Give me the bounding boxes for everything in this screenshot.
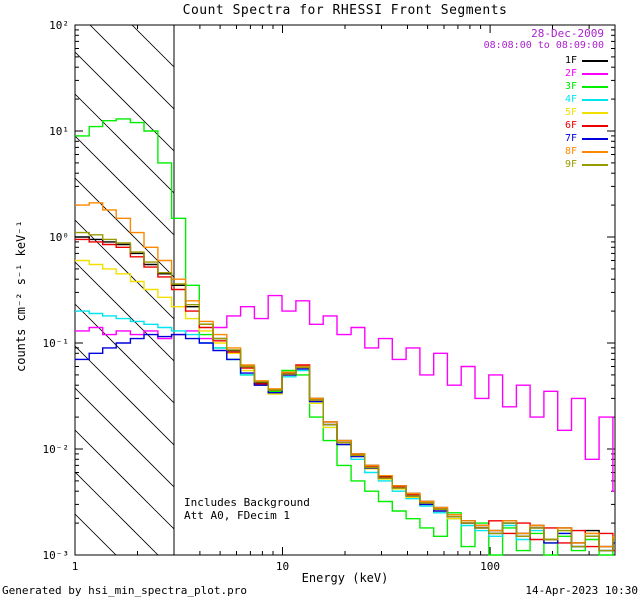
series-8F <box>75 202 615 548</box>
legend-label: 1F <box>564 55 577 66</box>
x-tick-label: 1 <box>72 560 79 573</box>
legend-label: 4F <box>564 94 577 105</box>
chart-title: Count Spectra for RHESSI Front Segments <box>182 3 508 18</box>
legend-item-8F: 8F <box>565 147 608 157</box>
y-tick-label: 10⁻² <box>43 443 70 456</box>
legend-item-5F: 5F <box>565 108 608 118</box>
legend-label: 3F <box>564 81 577 92</box>
x-tick-label: 100 <box>480 560 500 573</box>
legend: 1F 2F 3F 4F 5F 6F 7F 8F 9F <box>565 56 608 170</box>
hatch-region <box>75 25 175 555</box>
plot-timestamp: 14-Apr-2023 10:30 <box>525 584 638 597</box>
y-tick-label: 10² <box>49 19 69 32</box>
legend-item-2F: 2F <box>565 69 608 79</box>
background-note: Includes Background <box>184 496 310 509</box>
y-axis-label: counts cm⁻² s⁻¹ keV⁻¹ <box>14 220 28 372</box>
y-tick-label: 10⁻¹ <box>43 337 70 350</box>
legend-item-7F: 7F <box>565 134 608 144</box>
legend-item-9F: 9F <box>565 160 608 170</box>
legend-label: 9F <box>564 159 577 170</box>
y-tick-label: 10¹ <box>49 125 69 138</box>
attenuator-note: Att A0, FDecim 1 <box>184 509 290 522</box>
legend-swatch-line <box>582 151 608 153</box>
legend-item-6F: 6F <box>565 121 608 131</box>
observation-time-range: 08:08:00 to 08:09:00 <box>483 40 604 51</box>
legend-item-1F: 1F <box>565 56 608 66</box>
plot-frame <box>74 24 616 556</box>
y-tick-label: 10⁰ <box>49 231 69 244</box>
series-4F <box>75 310 615 552</box>
legend-label: 7F <box>564 133 577 144</box>
x-axis-label: Energy (keV) <box>301 571 389 585</box>
x-tick-label: 10 <box>276 560 289 573</box>
legend-swatch-line <box>582 60 608 62</box>
legend-label: 5F <box>564 107 577 118</box>
legend-swatch-line <box>582 164 608 166</box>
generated-by-text: Generated by hsi_min_spectra_plot.pro <box>2 584 248 597</box>
legend-label: 8F <box>564 146 577 157</box>
legend-item-4F: 4F <box>565 95 608 105</box>
legend-label: 2F <box>564 68 577 79</box>
series-9F <box>75 231 615 552</box>
legend-item-3F: 3F <box>565 82 608 92</box>
legend-swatch-line <box>582 138 608 140</box>
legend-swatch-line <box>582 73 608 75</box>
legend-swatch-line <box>582 112 608 114</box>
series-5F <box>75 259 615 552</box>
legend-swatch-line <box>582 99 608 101</box>
legend-swatch-line <box>582 125 608 127</box>
series-6F <box>75 238 615 552</box>
series-1F <box>75 236 615 548</box>
legend-label: 6F <box>564 120 577 131</box>
legend-swatch-line <box>582 86 608 88</box>
series-3F <box>75 118 615 556</box>
observation-date: 28-Dec-2009 <box>531 27 604 40</box>
y-tick-label: 10⁻³ <box>43 549 70 562</box>
series-2F <box>75 294 615 492</box>
